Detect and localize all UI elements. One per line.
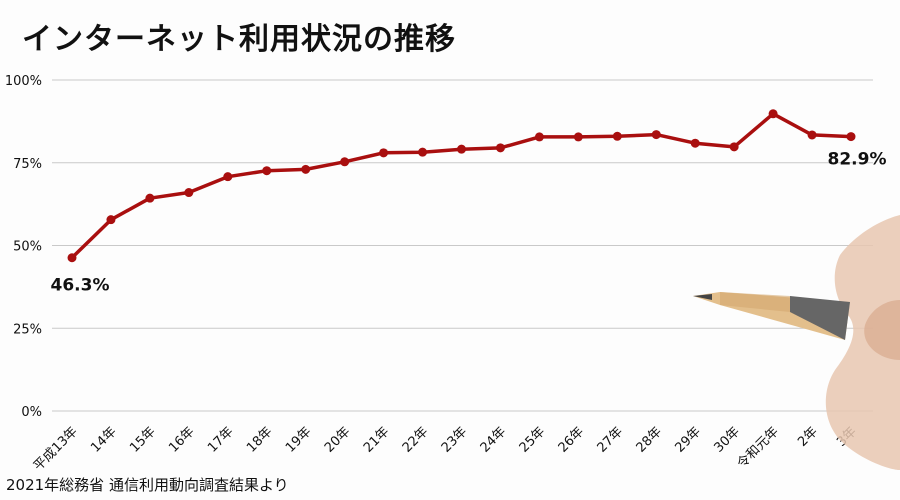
data-point (418, 147, 428, 157)
y-tick-label: 100% (5, 74, 42, 89)
data-label: 46.3% (51, 276, 110, 296)
data-point (534, 132, 544, 142)
x-tick-label: 14年 (88, 424, 119, 455)
gridlines (52, 79, 873, 412)
data-point (145, 193, 155, 203)
x-axis-ticks: 平成13年 14年 15年 16年 17年 18年 19年 20年 21年 22年 23年 24年 25… (31, 424, 860, 474)
data-point (223, 172, 233, 182)
series-line (70, 112, 852, 259)
x-tick-label: 令和元年 (735, 424, 782, 471)
y-tick-label: 0% (21, 405, 42, 420)
data-point (184, 188, 194, 198)
data-point (846, 132, 856, 142)
x-tick-label: 15年 (127, 424, 158, 455)
y-tick-label: 50% (13, 240, 42, 255)
x-tick-label: 17年 (205, 424, 236, 455)
x-tick-label: 29年 (673, 424, 704, 455)
data-point (262, 166, 272, 176)
data-point (729, 142, 739, 152)
data-point (573, 132, 583, 142)
x-tick-label: 21年 (361, 424, 392, 455)
x-tick-label: 平成13年 (31, 424, 81, 474)
data-label: 82.9% (828, 150, 887, 170)
source-note: 2021年総務省 通信利用動向調査結果より (6, 476, 289, 494)
data-point (106, 215, 116, 225)
data-point (612, 131, 622, 141)
x-tick-label: 27年 (595, 424, 626, 455)
data-point (457, 144, 466, 154)
data-point (340, 157, 350, 167)
x-tick-label: 18年 (244, 424, 275, 455)
data-point (301, 164, 311, 174)
y-tick-label: 25% (13, 322, 42, 337)
data-point (379, 148, 389, 158)
data-point (651, 130, 661, 140)
x-tick-label: 25年 (517, 424, 548, 455)
x-tick-label: 26年 (556, 424, 587, 455)
x-tick-label: 19年 (283, 424, 314, 455)
x-tick-label: 2年 (795, 424, 821, 450)
data-point (690, 138, 700, 148)
data-point (495, 143, 505, 153)
data-point (807, 130, 817, 140)
x-tick-label: 22年 (400, 424, 431, 455)
x-tick-label: 16年 (166, 424, 197, 455)
x-tick-label: 30年 (711, 424, 742, 455)
x-tick-label: 24年 (478, 424, 509, 455)
data-labels: 46.3% 82.9% (51, 150, 887, 296)
x-tick-label: 28年 (634, 424, 665, 455)
pencil-hand-illustration (693, 215, 900, 470)
y-tick-label: 75% (13, 157, 42, 172)
data-points (67, 109, 856, 263)
x-tick-label: 20年 (322, 424, 353, 455)
x-tick-label: 23年 (439, 424, 470, 455)
data-point (768, 109, 778, 119)
data-point (67, 253, 77, 263)
chart-title: インターネット利用状況の推移 (22, 22, 456, 57)
y-axis-ticks: 0% 25% 50% 75% 100% (5, 74, 42, 420)
